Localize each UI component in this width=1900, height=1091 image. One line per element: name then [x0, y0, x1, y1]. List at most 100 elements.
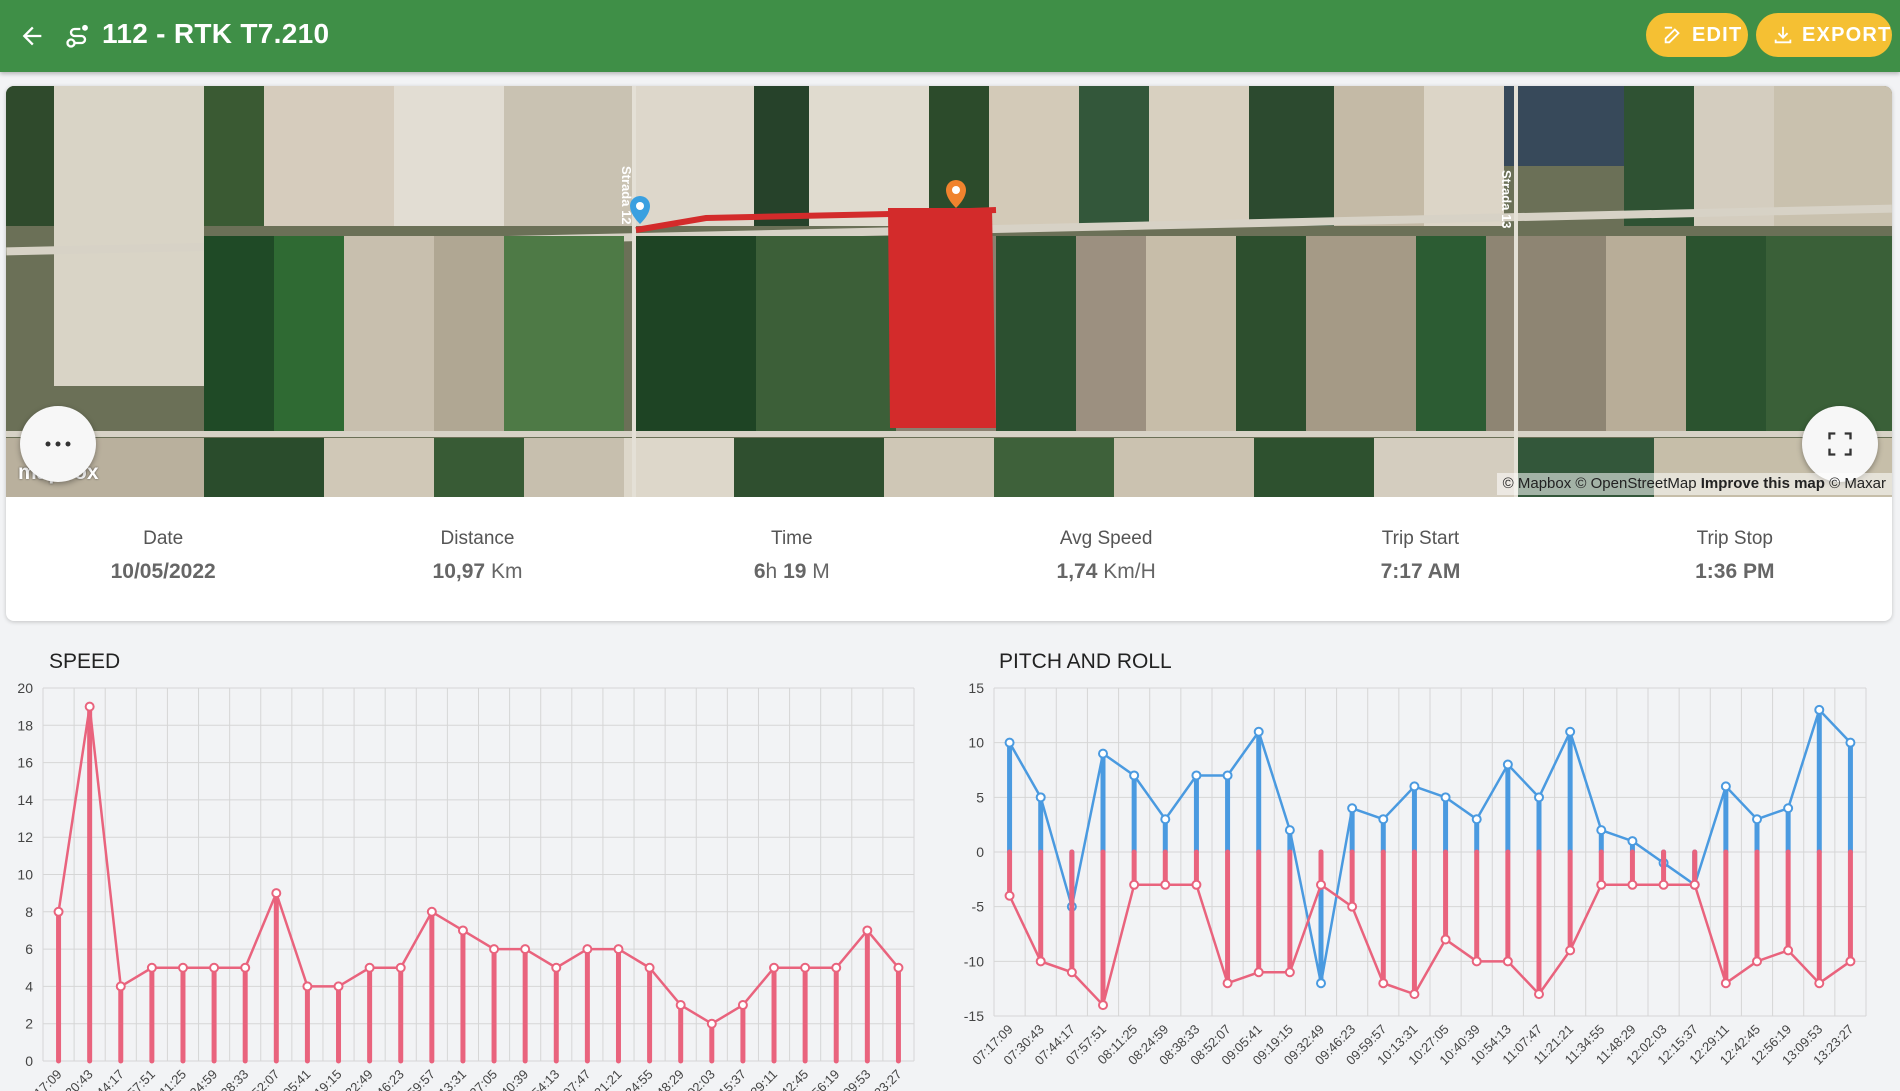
data-point[interactable] [457, 925, 468, 936]
data-point[interactable] [1845, 956, 1856, 967]
data-point[interactable] [1004, 890, 1015, 901]
speed-chart[interactable]: 0246810121416182007:17:0907:30:4307:44:1… [0, 672, 940, 1091]
data-point[interactable] [1160, 879, 1171, 890]
data-point[interactable] [831, 962, 842, 973]
data-point[interactable] [489, 944, 500, 955]
data-point[interactable] [1596, 879, 1607, 890]
data-point[interactable] [1565, 945, 1576, 956]
trip-start-value: 7:17 AM [1380, 560, 1461, 583]
data-point[interactable] [706, 1018, 717, 1029]
data-point[interactable] [1316, 879, 1326, 890]
data-point[interactable] [146, 962, 157, 973]
data-point[interactable] [395, 962, 406, 973]
improve-map-link[interactable]: Improve this map [1700, 475, 1825, 492]
data-point[interactable] [271, 888, 282, 899]
data-point[interactable] [893, 962, 904, 973]
data-point[interactable] [1471, 956, 1482, 967]
data-point[interactable] [1129, 770, 1140, 781]
data-point[interactable] [1347, 803, 1358, 814]
data-point[interactable] [1658, 879, 1669, 890]
data-point[interactable] [1066, 967, 1077, 978]
data-point[interactable] [1035, 956, 1046, 967]
data-point[interactable] [613, 944, 624, 955]
data-point[interactable] [1409, 989, 1420, 1000]
data-point[interactable] [333, 981, 344, 992]
attribution-mapbox[interactable]: © Mapbox [1502, 475, 1572, 492]
data-point[interactable] [1752, 956, 1762, 967]
data-point[interactable] [1098, 748, 1108, 759]
data-point[interactable] [1347, 901, 1358, 912]
fullscreen-button[interactable] [1802, 406, 1878, 482]
pitch-roll-chart[interactable]: -15-10-505101507:17:0907:30:4307:44:1707… [950, 672, 1900, 1091]
data-point[interactable] [1565, 726, 1576, 737]
data-point[interactable] [551, 962, 562, 973]
data-point[interactable] [1627, 879, 1638, 890]
data-point[interactable] [1471, 814, 1482, 825]
data-point[interactable] [1502, 956, 1513, 967]
data-point[interactable] [364, 962, 375, 973]
data-point[interactable] [520, 944, 531, 955]
data-point[interactable] [1440, 792, 1451, 803]
data-point[interactable] [1191, 879, 1202, 890]
data-point[interactable] [1502, 759, 1513, 770]
data-point[interactable] [769, 962, 780, 973]
data-point[interactable] [1440, 934, 1451, 945]
data-point[interactable] [1284, 967, 1295, 978]
data-point[interactable] [1720, 978, 1731, 989]
data-point[interactable] [800, 962, 811, 973]
data-point[interactable] [1409, 781, 1420, 792]
data-point[interactable] [1222, 978, 1233, 989]
y-tick-label: 15 [968, 680, 984, 696]
data-point[interactable] [1253, 967, 1264, 978]
data-point[interactable] [1191, 770, 1202, 781]
data-point[interactable] [1783, 803, 1794, 814]
series-line [57, 706, 900, 1026]
data-point[interactable] [1627, 836, 1638, 847]
attribution-osm[interactable]: © OpenStreetMap [1575, 475, 1697, 492]
data-point[interactable] [426, 906, 437, 917]
data-point[interactable] [1004, 737, 1015, 748]
data-point[interactable] [1098, 1000, 1108, 1011]
data-point[interactable] [675, 1000, 686, 1011]
data-point[interactable] [1316, 978, 1326, 989]
data-point[interactable] [1035, 792, 1046, 803]
data-point[interactable] [115, 981, 126, 992]
data-point[interactable] [1378, 978, 1389, 989]
data-point[interactable] [84, 701, 95, 712]
data-point[interactable] [1720, 781, 1731, 792]
data-point[interactable] [1783, 945, 1794, 956]
data-point[interactable] [1596, 825, 1607, 836]
satellite-map[interactable]: Strada 12 Strada 13 mapbox © Mapbox © Op… [6, 86, 1892, 497]
data-point[interactable] [582, 944, 593, 955]
data-point[interactable] [737, 1000, 748, 1011]
data-point[interactable] [1814, 978, 1825, 989]
data-point[interactable] [1534, 792, 1544, 803]
data-point[interactable] [644, 962, 655, 973]
data-point[interactable] [862, 925, 873, 936]
data-point[interactable] [1222, 770, 1233, 781]
data-point[interactable] [1378, 814, 1389, 825]
data-point[interactable] [1689, 879, 1700, 890]
start-marker[interactable] [630, 196, 650, 224]
data-point[interactable] [1845, 737, 1856, 748]
data-point[interactable] [1814, 704, 1825, 715]
data-point[interactable] [53, 906, 64, 917]
y-tick-label: 16 [17, 755, 33, 771]
data-point[interactable] [1160, 814, 1171, 825]
data-point[interactable] [1752, 814, 1762, 825]
export-button[interactable]: EXPORT [1756, 13, 1892, 57]
data-point[interactable] [240, 962, 251, 973]
data-point[interactable] [1284, 825, 1295, 836]
edit-button[interactable]: EDIT [1646, 13, 1748, 57]
attribution-maxar[interactable]: © Maxar [1829, 475, 1886, 492]
data-point[interactable] [177, 962, 188, 973]
data-point[interactable] [209, 962, 220, 973]
y-tick-label: 4 [25, 978, 33, 994]
map-more-button[interactable] [20, 406, 96, 482]
end-marker[interactable] [946, 180, 966, 208]
back-button[interactable] [14, 18, 50, 54]
data-point[interactable] [1129, 879, 1140, 890]
data-point[interactable] [302, 981, 313, 992]
data-point[interactable] [1253, 726, 1264, 737]
data-point[interactable] [1534, 989, 1544, 1000]
